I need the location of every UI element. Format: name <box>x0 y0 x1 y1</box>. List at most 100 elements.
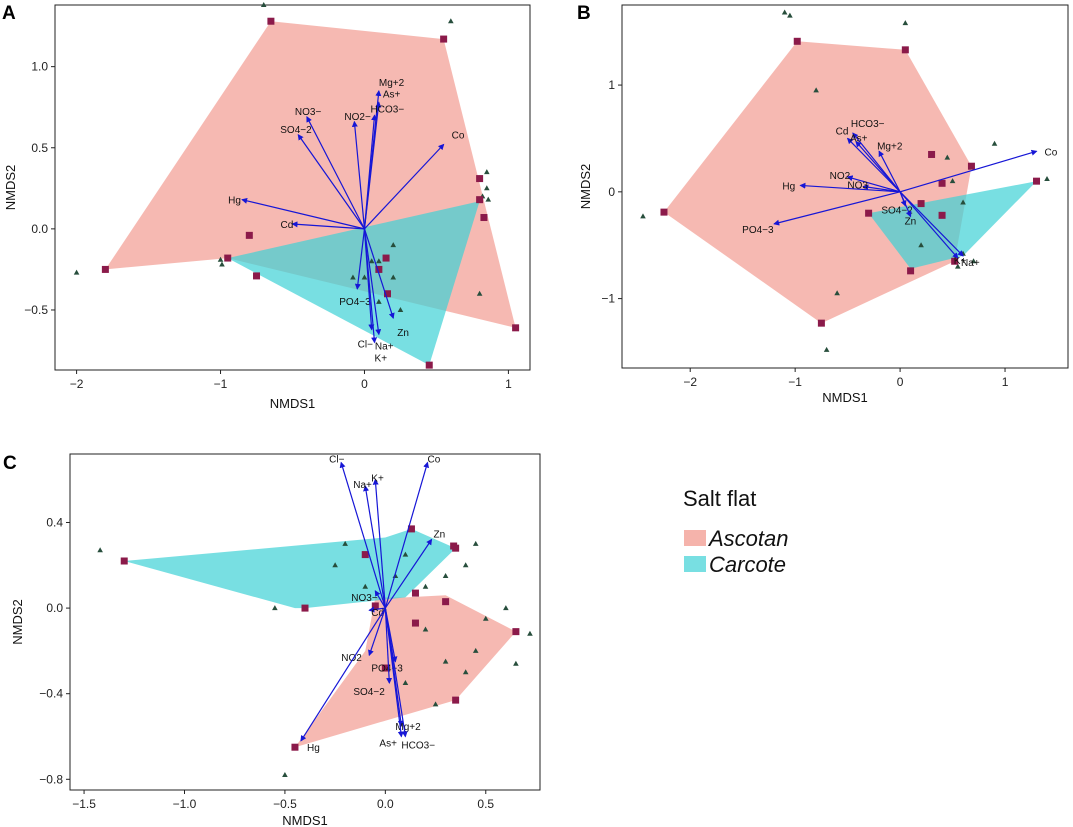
y-tick-label: 0.4 <box>46 515 63 529</box>
hull-carcote <box>124 528 456 609</box>
hull-ascotan <box>295 595 516 748</box>
vector-arrow <box>846 175 901 193</box>
site-marker <box>101 265 109 273</box>
sample-point <box>282 772 288 778</box>
vector-arrow <box>384 607 408 738</box>
legend-label-ascotan: Ascotan <box>707 526 789 551</box>
y-axis-title: NMDS2 <box>3 165 18 211</box>
sample-point <box>902 20 909 26</box>
vector-label: Cd <box>281 220 294 231</box>
y-tick-label: 1.0 <box>31 60 48 74</box>
site-marker <box>660 208 668 216</box>
vector-label: NO2 <box>341 653 362 664</box>
site-marker <box>476 175 484 183</box>
site-marker <box>938 211 946 219</box>
vector-label: Na+ <box>375 341 394 352</box>
vector-arrow <box>384 608 393 684</box>
legend-label-carcote: Carcote <box>709 552 786 577</box>
vector-arrow <box>384 538 433 609</box>
vector-arrow <box>368 606 386 613</box>
y-tick-label: 0.0 <box>46 601 63 615</box>
sample-point <box>376 258 382 264</box>
sample-point <box>472 540 479 546</box>
sample-point <box>422 583 429 589</box>
site-marker <box>375 265 383 273</box>
vector-label: As+ <box>379 738 397 749</box>
x-tick-label: −1 <box>214 377 228 391</box>
site-marker <box>793 37 801 45</box>
site-marker <box>425 361 433 369</box>
y-tick-label: 0.0 <box>31 222 48 236</box>
site-marker <box>452 544 460 552</box>
site-marker <box>267 17 275 25</box>
sample-point <box>350 274 356 280</box>
vector-arrow <box>363 114 378 229</box>
sample-point <box>503 605 509 611</box>
sample-point <box>970 258 977 264</box>
sample-point <box>484 169 490 175</box>
vector-arrow <box>297 133 365 230</box>
site-marker <box>224 254 232 262</box>
sample-point <box>390 274 397 280</box>
vector-label: SO4−2 <box>881 206 913 217</box>
x-tick-label: 1 <box>1002 375 1009 389</box>
vector-arrow <box>339 461 386 609</box>
site-marker <box>381 664 389 672</box>
sample-point <box>342 540 348 546</box>
vector-label: Co <box>1045 147 1058 158</box>
site-marker <box>291 743 299 751</box>
sample-point <box>955 263 961 269</box>
vector-arrow <box>855 140 901 193</box>
site-marker <box>928 150 936 158</box>
nmds-panel-a: Mg+2As+ HCO3−NO2− NO3− SO4−2 Co Hg Cd PO4−3 Zn Cl… <box>3 2 531 411</box>
site-marker <box>967 162 975 170</box>
vector-label: Zn <box>905 216 917 227</box>
site-marker <box>382 254 390 262</box>
legend: Salt flat Ascotan Carcote <box>683 486 789 577</box>
site-marker <box>253 272 261 280</box>
x-tick-label: −2 <box>683 375 697 389</box>
vector-label: K+ <box>375 353 388 364</box>
vector-label: PO4−3 <box>371 664 403 675</box>
x-axis-title: NMDS1 <box>282 813 328 827</box>
vector-label: Na+ <box>961 258 980 269</box>
vector-arrow <box>351 120 366 229</box>
legend-swatch-ascotan <box>684 530 706 546</box>
vector-arrow <box>363 228 378 344</box>
vector-label: K+ <box>954 256 967 267</box>
sample-point <box>476 290 483 296</box>
vector-label: Hg <box>228 196 241 207</box>
sample-point <box>991 140 998 146</box>
sample-point <box>813 87 819 93</box>
site-marker <box>476 196 484 204</box>
site-marker <box>938 179 946 187</box>
sample-point <box>219 261 225 267</box>
x-tick-label: 0 <box>361 377 368 391</box>
x-tick-label: −1.5 <box>72 797 96 811</box>
y-axis-title: NMDS2 <box>578 164 593 210</box>
vector-arrow <box>300 607 386 742</box>
site-marker <box>442 598 450 606</box>
x-tick-label: 0.5 <box>477 797 494 811</box>
sample-point <box>361 274 368 280</box>
sample-point <box>332 562 338 568</box>
sample-point <box>918 242 924 248</box>
vector-label: HCO3− <box>401 740 435 751</box>
sample-point <box>73 269 80 275</box>
sample-point <box>484 185 490 191</box>
site-marker <box>407 525 415 533</box>
sample-point <box>834 290 840 296</box>
site-marker <box>917 200 925 208</box>
vector-label: Zn <box>397 328 409 339</box>
vector-label: As+ <box>850 134 868 145</box>
sample-point <box>97 547 103 553</box>
x-tick-label: −1 <box>788 375 802 389</box>
vector-label: Hg <box>307 743 320 754</box>
sample-point <box>462 669 469 675</box>
vector-label: HCO3− <box>371 104 405 115</box>
site-marker <box>384 290 391 298</box>
vector-arrow <box>291 221 365 230</box>
sample-point <box>260 2 267 7</box>
vector-arrow <box>363 485 386 609</box>
x-tick-label: 0 <box>897 375 904 389</box>
